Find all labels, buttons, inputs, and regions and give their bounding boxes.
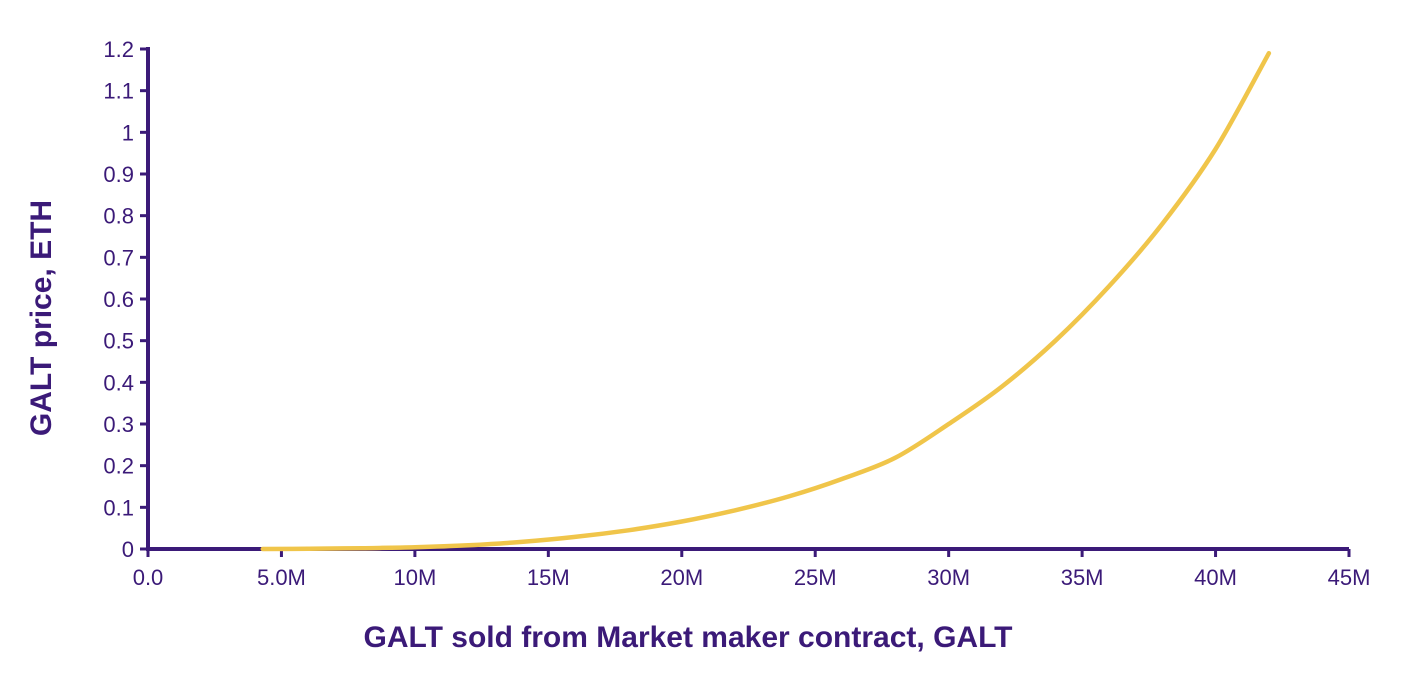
y-tick-label: 1 <box>122 120 134 145</box>
y-axis-ticks: 0 0.1 0.2 0.3 0.4 0.5 0.6 0.7 0.8 0.9 1 1.1 1.2 <box>103 37 148 562</box>
x-axis-ticks: 0.0 5.0M 10M 15M 20M 25M 30M 35M 40M 45M <box>133 549 1371 590</box>
y-tick-label: 0.1 <box>103 495 134 520</box>
price-curve-line <box>260 50 1272 552</box>
x-tick-label: 5.0M <box>257 565 306 590</box>
y-tick-label: 0.2 <box>103 454 134 479</box>
x-tick-label: 30M <box>927 565 970 590</box>
y-tick-label: 0 <box>122 537 134 562</box>
x-tick-label: 10M <box>393 565 436 590</box>
x-tick-label: 0.0 <box>133 565 164 590</box>
x-tick-label: 45M <box>1328 565 1371 590</box>
y-tick-label: 0.6 <box>103 287 134 312</box>
y-tick-label: 0.3 <box>103 412 134 437</box>
y-tick-label: 0.8 <box>103 204 134 229</box>
y-tick-label: 0.4 <box>103 370 134 395</box>
x-tick-label: 40M <box>1194 565 1237 590</box>
y-tick-label: 0.7 <box>103 245 134 270</box>
y-tick-label: 0.9 <box>103 162 134 187</box>
y-axis-title: GALT price, ETH <box>25 200 58 436</box>
y-tick-label: 1.1 <box>103 79 134 104</box>
x-axis-title: GALT sold from Market maker contract, GA… <box>364 621 1013 654</box>
y-tick-label: 1.2 <box>103 37 134 62</box>
x-tick-label: 15M <box>527 565 570 590</box>
x-tick-label: 20M <box>660 565 703 590</box>
x-tick-label: 25M <box>794 565 837 590</box>
x-tick-label: 35M <box>1061 565 1104 590</box>
y-tick-label: 0.5 <box>103 329 134 354</box>
